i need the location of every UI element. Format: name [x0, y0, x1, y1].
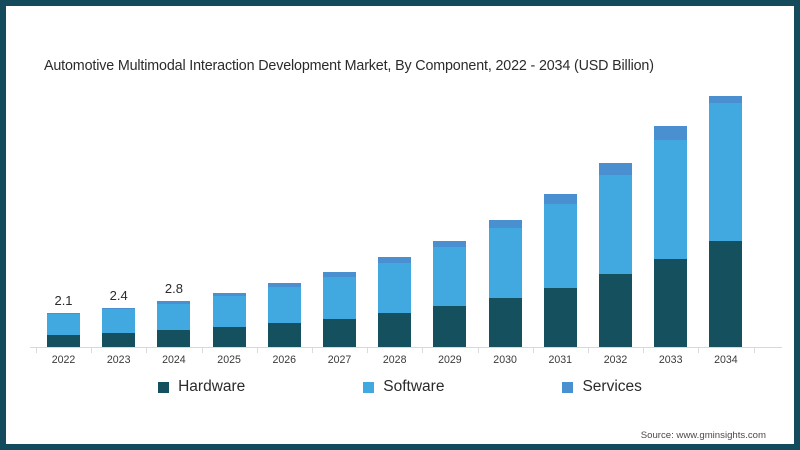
- bar-segment-hardware-2026[interactable]: [267, 322, 301, 348]
- x-axis-label-2032: 2032: [603, 354, 628, 366]
- x-axis-line: [30, 347, 782, 348]
- bar-segment-software-2030[interactable]: [488, 227, 522, 298]
- x-axis-tick-2024: [146, 348, 148, 353]
- legend-item-software[interactable]: Software: [363, 378, 444, 396]
- bar-segment-software-2026[interactable]: [267, 286, 301, 323]
- bar-segment-services-2032[interactable]: [599, 163, 632, 176]
- bar-2033[interactable]: [654, 126, 688, 348]
- bar-segment-services-2026[interactable]: [267, 282, 301, 287]
- bar-segment-software-2024[interactable]: [157, 303, 191, 331]
- bar-segment-software-2032[interactable]: [599, 175, 632, 275]
- x-axis-tick-2029: [422, 348, 424, 353]
- bar-value-label-2023: 2.4: [109, 287, 128, 303]
- x-axis-label-2033: 2033: [658, 354, 683, 366]
- bar-value-label-2022: 2.1: [54, 292, 73, 308]
- bar-segment-services-2029[interactable]: [433, 240, 467, 248]
- legend-swatch-services: [562, 381, 574, 393]
- bar-segment-hardware-2024[interactable]: [157, 330, 191, 348]
- legend-label-hardware: Hardware: [178, 378, 246, 395]
- x-axis-tick-2025: [201, 348, 203, 353]
- bar-2028[interactable]: [378, 257, 412, 348]
- x-axis-tick-2028: [367, 348, 369, 353]
- x-axis-tick-2030: [477, 348, 479, 353]
- bar-segment-hardware-2023[interactable]: [102, 332, 136, 348]
- bar-segment-services-2027[interactable]: [323, 271, 356, 277]
- bar-value-label-2024: 2.8: [164, 281, 183, 296]
- bar-segment-services-2034[interactable]: [709, 96, 743, 103]
- x-axis-label-2025: 2025: [217, 354, 241, 366]
- bar-segment-services-2022[interactable]: [47, 312, 80, 315]
- x-axis-tick-2034: [698, 348, 700, 353]
- bar-segment-software-2022[interactable]: [47, 314, 80, 335]
- x-axis-label-2026: 2026: [272, 354, 297, 366]
- bar-segment-software-2034[interactable]: [709, 102, 743, 241]
- legend-label-software: Software: [383, 378, 445, 395]
- x-axis-tick-2022: [36, 348, 37, 353]
- bar-segment-services-2025[interactable]: [212, 292, 246, 296]
- bar-2031[interactable]: [543, 193, 577, 348]
- bar-segment-hardware-2030[interactable]: [488, 297, 522, 348]
- bar-segment-hardware-2025[interactable]: [212, 327, 246, 348]
- chart-canvas: Automotive Multimodal Interaction Develo…: [6, 6, 794, 444]
- bar-segment-hardware-2029[interactable]: [433, 306, 467, 348]
- bar-segment-hardware-2022[interactable]: [47, 334, 80, 348]
- bar-segment-hardware-2028[interactable]: [378, 312, 412, 348]
- x-axis-tick-end: [753, 348, 755, 353]
- x-axis-label-2028: 2028: [382, 354, 407, 366]
- bar-2026[interactable]: [267, 282, 301, 348]
- source-attribution: Source: www.gminsights.com: [640, 430, 766, 441]
- bar-2025[interactable]: [212, 292, 246, 348]
- x-axis-label-2023: 2023: [106, 354, 131, 366]
- bar-segment-services-2033[interactable]: [654, 126, 688, 140]
- x-axis-tick-2032: [588, 348, 589, 353]
- legend-swatch-hardware: [158, 381, 170, 393]
- bar-segment-software-2027[interactable]: [323, 276, 356, 319]
- bar-2029[interactable]: [433, 240, 467, 348]
- x-axis-tick-2026: [256, 348, 258, 353]
- bar-segment-software-2025[interactable]: [212, 295, 246, 328]
- x-axis-tick-2031: [532, 348, 534, 353]
- bar-segment-software-2023[interactable]: [102, 309, 136, 333]
- x-axis-label-2027: 2027: [327, 354, 352, 366]
- bar-2024[interactable]: 2.8: [157, 281, 191, 348]
- bar-segment-services-2023[interactable]: [102, 307, 136, 310]
- chart-legend: Hardware Software Services: [6, 378, 794, 396]
- plot-area: 2.1 2.4 2.8: [30, 86, 782, 348]
- x-axis-label-2030: 2030: [493, 354, 517, 366]
- x-axis-label-2024: 2024: [162, 354, 186, 366]
- bar-segment-services-2030[interactable]: [488, 219, 522, 228]
- bar-segment-software-2028[interactable]: [378, 263, 412, 313]
- legend-item-services[interactable]: Services: [562, 378, 642, 396]
- bar-segment-hardware-2034[interactable]: [709, 240, 743, 348]
- bar-segment-services-2024[interactable]: [157, 301, 191, 304]
- bar-segment-hardware-2032[interactable]: [599, 274, 632, 348]
- legend-item-hardware[interactable]: Hardware: [158, 378, 245, 396]
- x-axis-tick-2033: [643, 348, 645, 353]
- bar-2032[interactable]: [599, 163, 632, 348]
- bar-2027[interactable]: [323, 271, 356, 348]
- bar-segment-software-2029[interactable]: [433, 247, 467, 307]
- legend-swatch-software: [363, 381, 375, 393]
- bar-segment-software-2033[interactable]: [654, 139, 688, 259]
- bar-segment-services-2031[interactable]: [543, 193, 577, 204]
- bar-segment-hardware-2033[interactable]: [654, 259, 688, 348]
- x-axis-label-2022: 2022: [51, 354, 76, 366]
- legend-label-services: Services: [582, 378, 642, 395]
- bar-2030[interactable]: [488, 219, 522, 348]
- x-axis-label-2034: 2034: [714, 354, 738, 366]
- x-axis-tick-2023: [91, 348, 93, 353]
- bar-segment-services-2028[interactable]: [378, 257, 412, 264]
- bar-2023[interactable]: 2.4: [102, 288, 136, 348]
- x-axis-tick-2027: [312, 348, 313, 353]
- x-axis-label-2031: 2031: [548, 354, 573, 366]
- x-axis-label-2029: 2029: [438, 354, 462, 366]
- bar-2022[interactable]: 2.1: [47, 293, 80, 348]
- bar-segment-software-2031[interactable]: [543, 203, 577, 288]
- bar-2034[interactable]: [709, 96, 743, 348]
- x-axis-labels: 2022 2023 2024 2025 2026 2027 2028 2029 2030 2031…: [30, 348, 782, 370]
- bar-segment-hardware-2027[interactable]: [323, 318, 356, 348]
- bar-segment-hardware-2031[interactable]: [543, 287, 577, 348]
- chart-title: Automotive Multimodal Interaction Develo…: [44, 58, 654, 74]
